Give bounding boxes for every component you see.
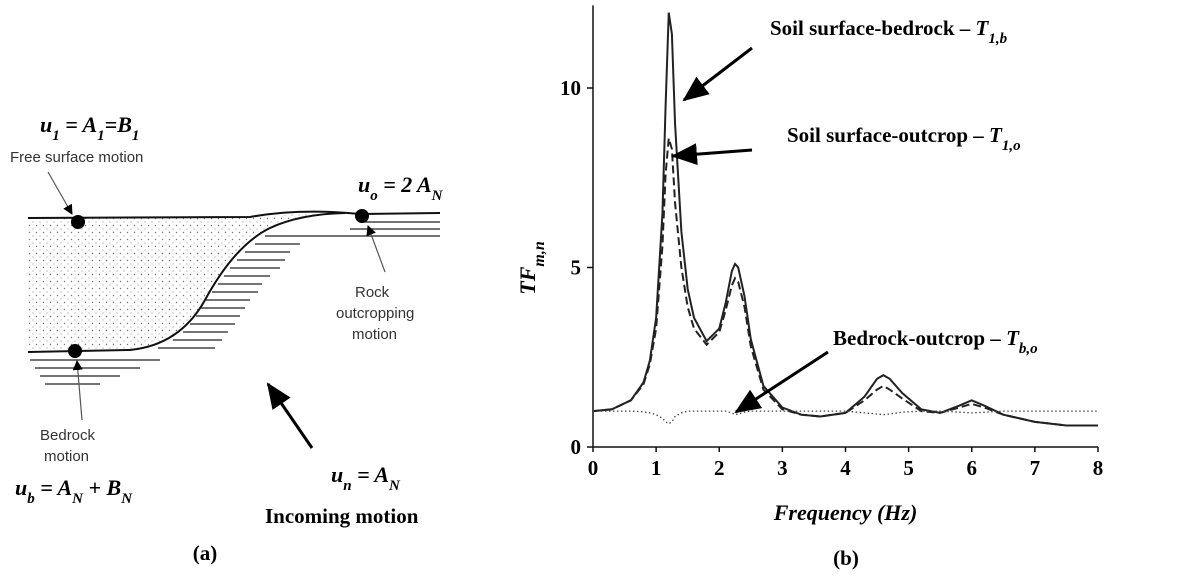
annotation-arrow (682, 46, 753, 102)
annotation-sub: b,o (1019, 341, 1038, 357)
annotation-symbol: T (976, 16, 990, 40)
x-tick-label: 6 (967, 456, 978, 480)
pointer (72, 360, 83, 421)
formula: u1 = A1=B1 (40, 112, 139, 144)
subscript: N (388, 478, 401, 494)
formula: un = AN (331, 462, 401, 494)
subscript: n (343, 478, 351, 494)
y-axis-label-sub: m,n (531, 241, 548, 266)
x-axis-label: Frequency (Hz) (773, 500, 918, 525)
x-tick-label: 5 (903, 456, 914, 480)
formula-part: u (40, 112, 52, 137)
line-series (592, 12, 1098, 427)
annotation-arrow (671, 143, 753, 166)
sediment (28, 212, 340, 352)
pointer (47, 171, 73, 215)
annotation-arrow (734, 350, 829, 414)
free-surface-point (71, 215, 85, 229)
x-tick-label: 3 (777, 456, 788, 480)
x-tick-label: 2 (714, 456, 725, 480)
subscript: N (120, 491, 133, 507)
y-tick-label: 5 (571, 256, 582, 280)
y-tick-label: 10 (560, 76, 581, 100)
label: Free surface motion (10, 149, 143, 166)
formula-part: = A (60, 112, 97, 137)
annotation-symbol: T (1006, 326, 1020, 350)
subscript: o (370, 188, 378, 204)
bedrock-boundary (27, 212, 346, 353)
caption: (a) (193, 541, 218, 565)
formula: uo = 2 AN (358, 172, 444, 204)
subscript: 1 (52, 128, 60, 144)
x-tick-label: 7 (1030, 456, 1041, 480)
subscript: b (27, 491, 35, 507)
annotation: Bedrock-outcrop – Tb,o (833, 326, 1038, 357)
x-tick-label: 4 (840, 456, 851, 480)
annotation-sub: 1,b (988, 31, 1007, 47)
label: Rock (355, 284, 390, 301)
formula-part: = 2 A (378, 172, 432, 197)
label: Bedrock (40, 427, 96, 444)
formula-part: u (15, 475, 27, 500)
x-tick-label: 8 (1093, 456, 1104, 480)
y-axis-label: TFm,n (515, 241, 548, 295)
hatching (30, 221, 440, 385)
outcrop-point (355, 209, 369, 223)
annotation-text: Bedrock-outcrop – (833, 326, 1006, 350)
bedrock-point (68, 344, 82, 358)
ground-surface (27, 210, 441, 219)
annotation-sub: 1,o (1002, 138, 1021, 154)
y-tick-label: 0 (571, 435, 582, 459)
formula: ub = AN + BN (15, 475, 133, 507)
diagram: Free surface motion Rock outcropping mot… (10, 149, 441, 565)
line-series (592, 137, 1098, 427)
formula-part: = A (352, 462, 389, 487)
subscript: N (71, 491, 84, 507)
annotation: Soil surface-outcrop – T1,o (787, 123, 1021, 154)
formula-part: + B (83, 475, 121, 500)
annotation-text: Soil surface-bedrock – (770, 16, 976, 40)
y-axis-label-main: TF (515, 266, 540, 294)
annotation: Soil surface-bedrock – T1,b (770, 16, 1008, 47)
x-tick-label: 0 (588, 456, 599, 480)
label: outcropping (336, 305, 414, 322)
annotation-symbol: T (989, 123, 1003, 147)
formula-part: u (331, 462, 343, 487)
label: motion (352, 326, 397, 343)
annotation-text: Soil surface-outcrop – (787, 123, 989, 147)
label: motion (44, 448, 89, 465)
caption: (b) (833, 546, 859, 570)
subscript: 1 (97, 128, 105, 144)
x-tick-label: 1 (651, 456, 662, 480)
pointer (366, 225, 386, 273)
subscript: N (431, 188, 444, 204)
formula-part: u (358, 172, 370, 197)
label: Incoming motion (265, 504, 419, 528)
formula-part: =B (105, 112, 132, 137)
formula-part: = A (35, 475, 72, 500)
incoming-arrow (266, 382, 314, 449)
subscript: 1 (132, 128, 140, 144)
